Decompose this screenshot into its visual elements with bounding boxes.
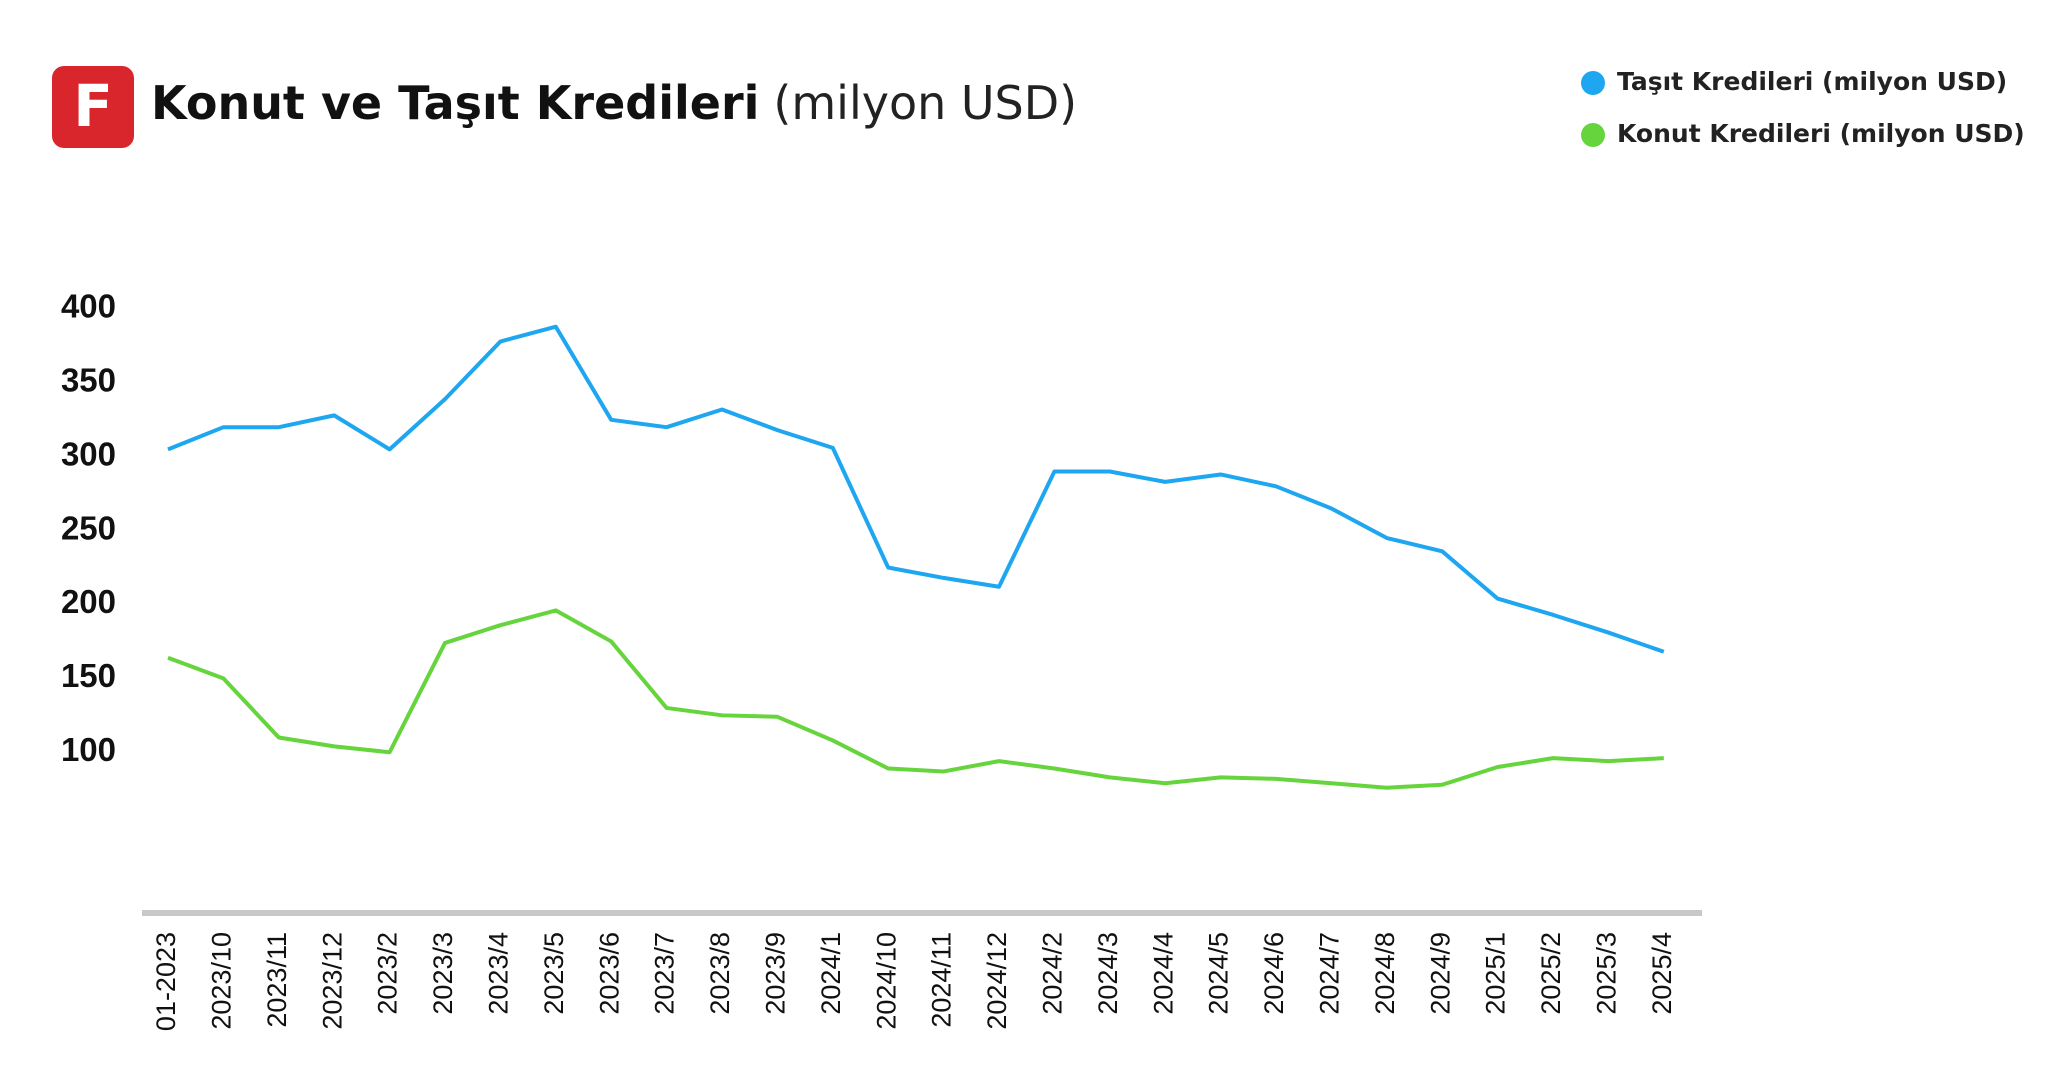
x-tick-label: 2024/5 <box>1204 932 1234 1015</box>
x-tick-label: 2023/8 <box>705 932 735 1015</box>
x-tick-label: 2024/6 <box>1259 932 1289 1015</box>
x-tick-label: 2023/11 <box>262 932 292 1028</box>
y-tick-label: 250 <box>61 509 116 546</box>
logo-letter: F <box>73 72 113 140</box>
x-tick-label: 2025/3 <box>1592 932 1622 1015</box>
x-tick-label: 2024/7 <box>1315 932 1345 1015</box>
x-tick-label: 2024/8 <box>1370 932 1400 1015</box>
chart-title: Konut ve Taşıt Kredileri (milyon USD) <box>151 76 1077 130</box>
x-tick-label: 2025/1 <box>1481 932 1511 1015</box>
x-tick-label: 2023/6 <box>594 932 624 1015</box>
x-tick-label: 2024/9 <box>1425 932 1455 1015</box>
x-tick-label: 2023/12 <box>317 932 347 1030</box>
line-series <box>167 608 1664 790</box>
title-unit: (milyon USD) <box>773 76 1077 130</box>
x-tick-label: 2025/4 <box>1647 932 1677 1015</box>
y-tick-label: 300 <box>61 435 116 472</box>
x-tick-label: 2024/3 <box>1093 932 1123 1015</box>
x-tick-label: 2025/2 <box>1536 932 1566 1015</box>
x-tick-label: 2024/12 <box>982 932 1012 1030</box>
legend-marker <box>1581 71 1605 95</box>
title-main: Konut ve Taşıt Kredileri <box>151 76 759 130</box>
legend-label: Konut Kredileri (milyon USD) <box>1617 119 2025 148</box>
y-tick-label: 200 <box>61 583 116 620</box>
x-tick-label: 2023/10 <box>207 932 237 1030</box>
y-tick-label: 150 <box>61 657 116 694</box>
x-tick-label: 2024/1 <box>816 932 846 1015</box>
y-tick-label: 100 <box>61 731 116 768</box>
x-tick-label: 2023/3 <box>428 932 458 1015</box>
x-tick-label: 2024/4 <box>1148 932 1178 1015</box>
x-tick-label: 2024/10 <box>871 932 901 1030</box>
x-tick-label: 2023/2 <box>373 932 403 1015</box>
x-tick-label: 2023/4 <box>484 932 514 1015</box>
x-tick-label: 2024/2 <box>1038 932 1068 1015</box>
logo <box>52 66 134 148</box>
y-tick-label: 350 <box>61 362 116 399</box>
x-tick-label: 2024/11 <box>927 932 957 1028</box>
x-tick-label: 2023/7 <box>650 932 680 1015</box>
line-series <box>167 324 1665 654</box>
x-tick-label: 2023/5 <box>539 932 569 1015</box>
y-tick-label: 400 <box>61 288 116 325</box>
legend-marker <box>1581 123 1605 147</box>
x-tick-label: 2023/9 <box>761 932 791 1015</box>
x-tick-label: 01-2023 <box>151 932 181 1031</box>
legend-label: Taşıt Kredileri (milyon USD) <box>1617 67 2007 96</box>
